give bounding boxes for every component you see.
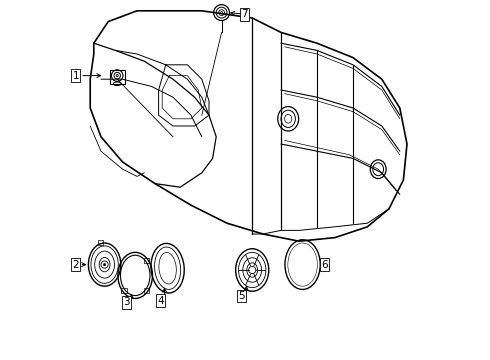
Text: 1: 1 (73, 71, 79, 81)
Text: 6: 6 (321, 260, 327, 270)
Text: 7: 7 (241, 9, 247, 19)
Text: 4: 4 (157, 296, 164, 306)
Circle shape (103, 264, 106, 266)
Text: 3: 3 (123, 297, 130, 307)
Text: 2: 2 (72, 260, 78, 270)
Text: 5: 5 (238, 291, 245, 301)
